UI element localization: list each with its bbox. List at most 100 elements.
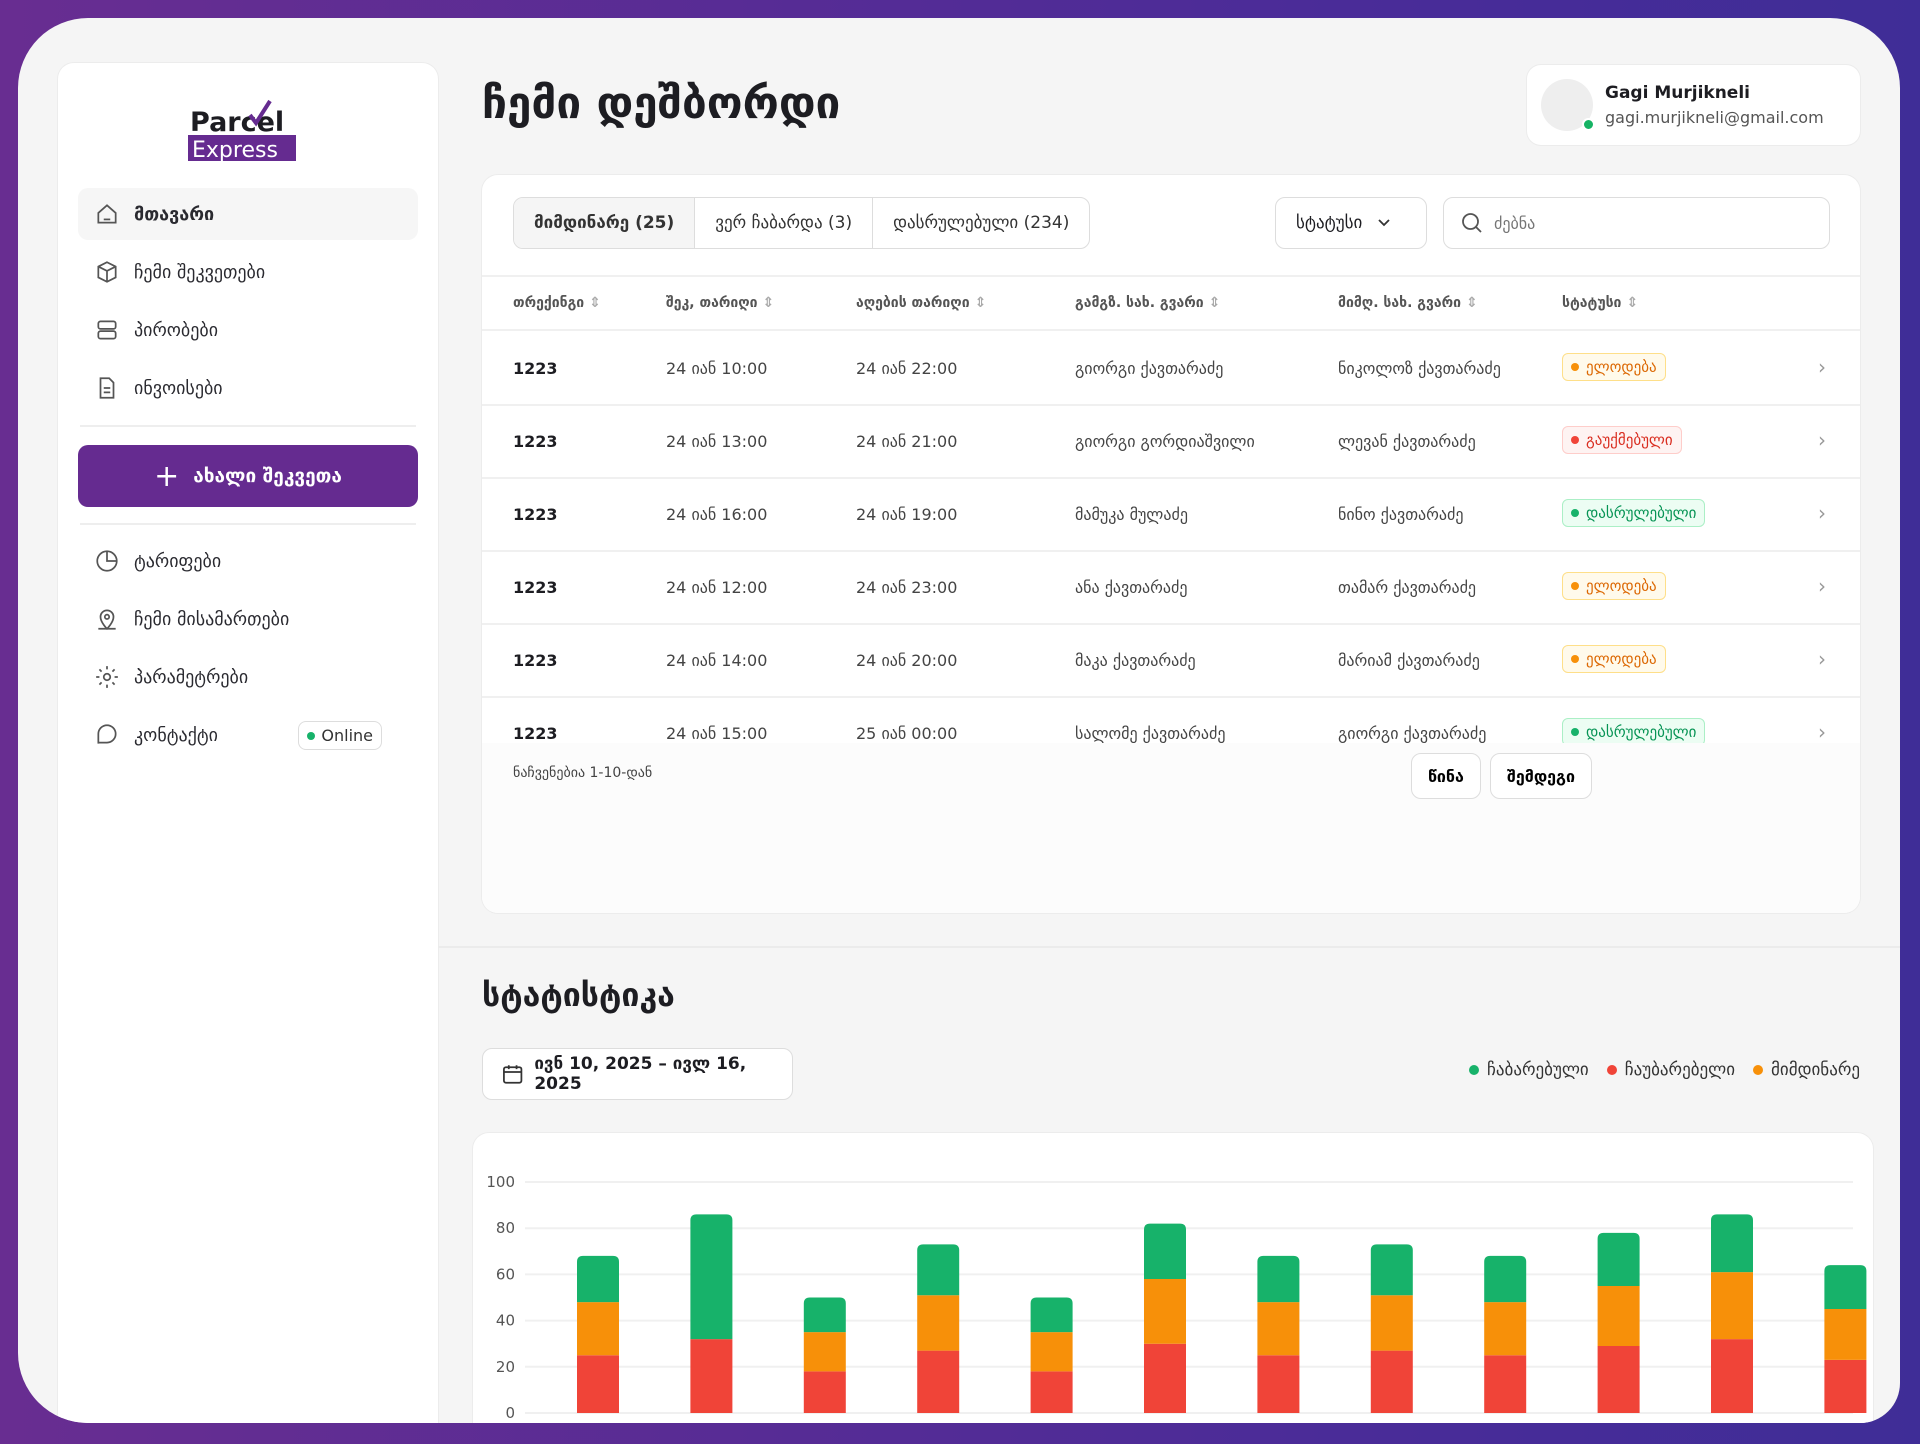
- divider: [80, 425, 416, 427]
- table-row[interactable]: 1223 24 იან 14:00 24 იან 20:00 მაკა ქავთარა…: [482, 625, 1860, 698]
- y-tick-label: 60: [496, 1265, 515, 1283]
- table-row[interactable]: 1223 24 იან 13:00 24 იან 21:00 გიორგი გორდი…: [482, 406, 1860, 479]
- bar-segment: [1711, 1339, 1753, 1413]
- app-window: Parcel Express მთავარი ჩემი შეკვეთები პირო…: [18, 18, 1900, 1423]
- sort-icon: ⇕: [1465, 295, 1478, 311]
- bar-segment: [577, 1355, 619, 1413]
- chevron-right-icon[interactable]: ›: [1818, 720, 1826, 744]
- bar-segment: [917, 1295, 960, 1351]
- section-divider: [438, 946, 1900, 948]
- avatar: [1541, 79, 1595, 131]
- svg-text:Express: Express: [192, 138, 278, 163]
- date-range-picker[interactable]: ივნ 10, 2025 – ივლ 16, 2025: [482, 1048, 793, 1100]
- bar-segment: [690, 1339, 733, 1413]
- send-date-cell: 24 იან 12:00: [666, 578, 768, 597]
- chevron-right-icon[interactable]: ›: [1818, 428, 1826, 452]
- pie-chart-icon: [96, 550, 118, 572]
- bar-segment: [1030, 1332, 1073, 1372]
- online-status-dot: [1582, 118, 1595, 131]
- pickup-date-cell: 24 იან 22:00: [856, 359, 958, 378]
- column-header[interactable]: თრექინგი ⇕: [513, 295, 601, 311]
- y-tick-label: 0: [505, 1404, 515, 1422]
- sidebar-item-gear[interactable]: პარამეტრები: [78, 651, 418, 703]
- sidebar-item-map-pin[interactable]: ჩემი მისამართები: [78, 593, 418, 645]
- prev-page-button[interactable]: წინა: [1411, 753, 1481, 799]
- status-filter-dropdown[interactable]: სტატუსი: [1275, 197, 1427, 249]
- column-header[interactable]: აღების თარიღი ⇕: [856, 295, 986, 311]
- sender-cell: მამუკა მულაძე: [1075, 505, 1188, 524]
- pickup-date-cell: 25 იან 00:00: [856, 724, 958, 743]
- column-header[interactable]: გამგზ. სახ. გვარი ⇕: [1075, 295, 1220, 311]
- status-dot: [1571, 509, 1579, 517]
- status-badge: დასრულებული: [1562, 718, 1706, 746]
- bar-segment: [1824, 1309, 1867, 1360]
- sidebar-item-home[interactable]: მთავარი: [78, 188, 418, 240]
- online-dot: [307, 731, 316, 740]
- plus-icon: +: [154, 458, 180, 494]
- new-order-button[interactable]: + ახალი შეკვეთა: [78, 445, 418, 507]
- column-header[interactable]: სტატუსი ⇕: [1562, 295, 1638, 311]
- tracking-cell: 1223: [513, 432, 558, 451]
- calendar-icon: [503, 1065, 523, 1084]
- chevron-right-icon[interactable]: ›: [1818, 647, 1826, 671]
- next-page-button[interactable]: შემდეგი: [1490, 753, 1593, 799]
- sidebar-item-chat[interactable]: კონტაქტი Online: [78, 709, 418, 761]
- page-title: ჩემი დეშბორდი: [482, 78, 841, 129]
- column-header-label: სტატუსი: [1562, 295, 1622, 311]
- status-label: ელოდება: [1586, 577, 1657, 595]
- sidebar-item-layers[interactable]: პირობები: [78, 304, 418, 356]
- sender-cell: სალომე ქავთარაძე: [1075, 724, 1226, 743]
- sidebar-item-pie-chart[interactable]: ტარიფები: [78, 535, 418, 587]
- tracking-cell: 1223: [513, 724, 558, 743]
- tracking-cell: 1223: [513, 578, 558, 597]
- bar-segment: [1824, 1265, 1867, 1310]
- legend-label: ჩაბარებული: [1487, 1060, 1589, 1080]
- table-row[interactable]: 1223 24 იან 16:00 24 იან 19:00 მამუკა მულაძ…: [482, 479, 1860, 552]
- recipient-cell: ნიკოლოზ ქავთარაძე: [1338, 359, 1501, 378]
- tracking-cell: 1223: [513, 651, 558, 670]
- bar-segment: [577, 1302, 619, 1356]
- statistics-title: სტატისტიკა: [482, 976, 675, 1014]
- sidebar-item-file[interactable]: ინვოისები: [78, 362, 418, 414]
- chevron-right-icon[interactable]: ›: [1818, 355, 1826, 379]
- status-label: დასრულებული: [1586, 723, 1697, 741]
- column-header[interactable]: შეკ, თარიღი ⇕: [666, 295, 774, 311]
- status-dot: [1571, 436, 1579, 444]
- status-badge: დასრულებული: [1562, 499, 1706, 527]
- home-icon: [97, 204, 117, 224]
- bar-segment: [1597, 1232, 1640, 1286]
- pickup-date-cell: 24 იან 20:00: [856, 651, 958, 670]
- bar-segment: [1370, 1244, 1413, 1296]
- bar-segment: [803, 1371, 846, 1413]
- bar-segment: [577, 1255, 619, 1303]
- parcel-express-logo[interactable]: Parcel Express: [188, 93, 308, 163]
- column-header-label: მიმღ. სახ. გვარი: [1338, 295, 1462, 311]
- pickup-date-cell: 24 იან 23:00: [856, 578, 958, 597]
- tab-0[interactable]: მიმდინარე (25): [514, 198, 696, 248]
- tab-2[interactable]: დასრულებული (234): [893, 213, 1070, 233]
- column-header[interactable]: მიმღ. სახ. გვარი ⇕: [1338, 295, 1478, 311]
- status-dot: [1571, 582, 1579, 590]
- user-card[interactable]: Gagi Murjikneli gagi.murjikneli@gmail.co…: [1527, 65, 1860, 145]
- bar-segment: [803, 1332, 846, 1372]
- orders-card: მიმდინარე (25) ვერ ჩაბარდა (3) დასრულებული…: [482, 175, 1860, 913]
- recipient-cell: მარიამ ქავთარაძე: [1338, 651, 1480, 670]
- legend-swatch: [1753, 1065, 1764, 1075]
- tab-1[interactable]: ვერ ჩაბარდა (3): [695, 198, 874, 248]
- sidebar-item-package[interactable]: ჩემი შეკვეთები: [78, 246, 418, 298]
- gear-icon: [96, 666, 118, 688]
- table-row[interactable]: 1223 24 იან 12:00 24 იან 23:00 ანა ქავთარაძ…: [482, 552, 1860, 625]
- y-tick-label: 40: [496, 1312, 515, 1330]
- bar-segment: [1484, 1255, 1527, 1303]
- send-date-cell: 24 იან 13:00: [666, 432, 768, 451]
- column-header-label: აღების თარიღი: [856, 295, 970, 311]
- chevron-right-icon[interactable]: ›: [1818, 574, 1826, 598]
- file-icon: [99, 377, 115, 399]
- chevron-right-icon[interactable]: ›: [1818, 501, 1826, 525]
- table-row[interactable]: 1223 24 იან 10:00 24 იან 22:00 გიორგი ქავთა…: [482, 333, 1860, 406]
- bar-segment: [1484, 1355, 1527, 1413]
- status-badge: ელოდება: [1562, 572, 1666, 600]
- search-input[interactable]: [1494, 213, 1814, 233]
- user-name: Gagi Murjikneli: [1605, 83, 1750, 103]
- tracking-cell: 1223: [513, 359, 558, 378]
